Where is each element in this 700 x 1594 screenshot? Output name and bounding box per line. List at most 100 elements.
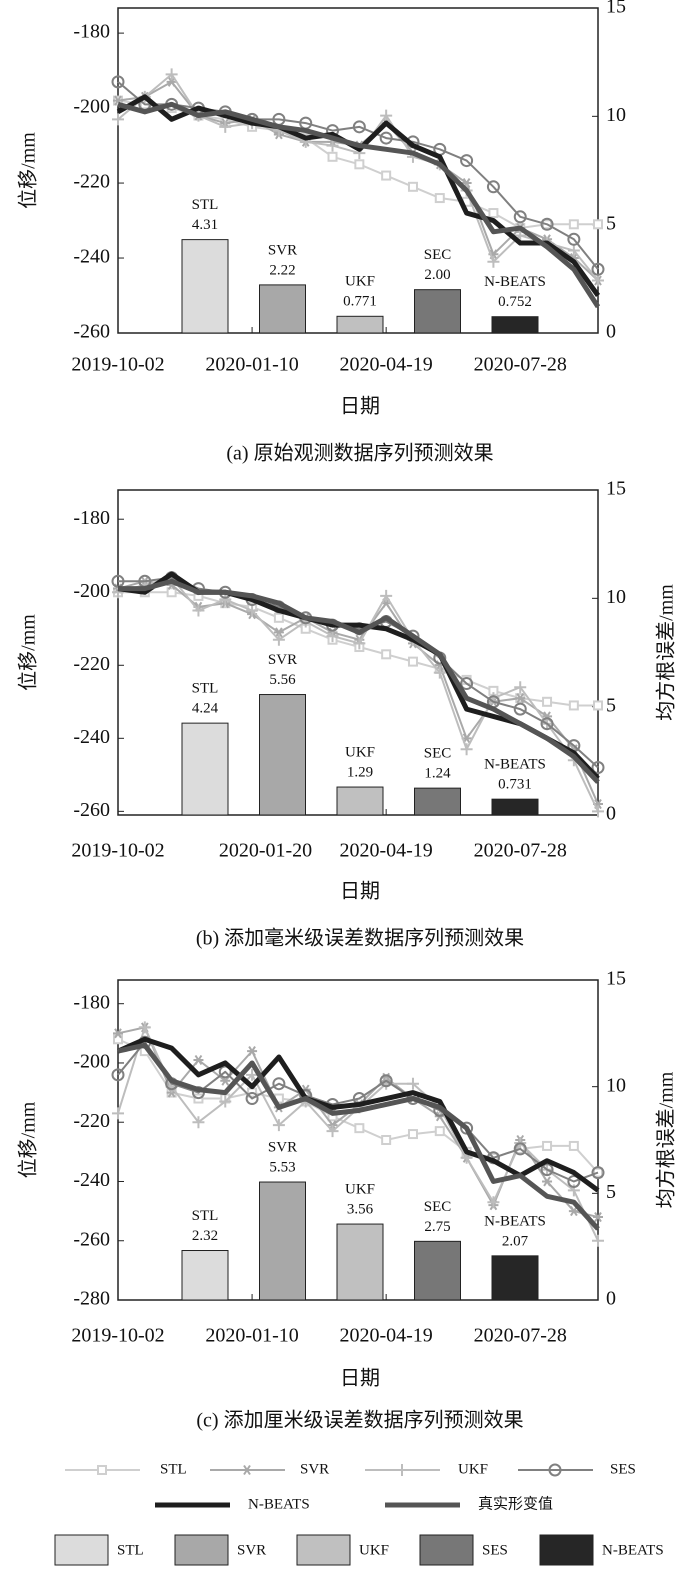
marker (460, 154, 474, 168)
bar-value-label: 0.752 (498, 294, 532, 310)
y2-tick-label: 5 (606, 212, 616, 234)
series-line (117, 101, 601, 309)
marker (381, 170, 392, 181)
x-tick-label: 2020-07-28 (474, 1325, 567, 1347)
bar-category-label: UKF (345, 1181, 375, 1197)
y2-tick-label: 10 (606, 586, 626, 608)
bar-value-label: 2.75 (424, 1219, 450, 1235)
bar-category-label: UKF (345, 274, 375, 290)
marker (354, 1123, 365, 1134)
bar (491, 1255, 539, 1301)
marker (513, 702, 527, 716)
marker (242, 1464, 252, 1476)
bar-category-label: N-BEATS (484, 1213, 546, 1229)
marker (407, 181, 418, 192)
marker (567, 232, 581, 246)
marker (111, 1068, 125, 1082)
marker (592, 274, 604, 287)
x-tick-label: 2020-04-19 (339, 1325, 432, 1347)
marker (272, 1119, 285, 1132)
bar-category-label: SEC (424, 1199, 452, 1215)
x-tick-label: 2019-10-02 (71, 354, 164, 376)
marker (352, 120, 366, 134)
bar (336, 1223, 384, 1301)
marker (354, 159, 365, 170)
bar-category-label: STL (192, 197, 219, 213)
marker (273, 612, 284, 623)
marker (460, 677, 474, 691)
marker (380, 109, 393, 122)
bar-value-label: 1.24 (424, 766, 451, 782)
y-tick-label: -180 (73, 21, 110, 43)
y-tick-label: -260 (73, 321, 110, 343)
caption: (a) 原始观测数据序列预测效果 (226, 442, 493, 465)
marker (273, 627, 284, 638)
y2-tick-label: 5 (606, 694, 616, 716)
bar-value-label: 2.07 (502, 1233, 529, 1249)
bar-value-label: 3.56 (347, 1201, 374, 1217)
marker (218, 1065, 232, 1079)
y-tick-label: -240 (73, 1169, 110, 1191)
y2-tick-label: 0 (606, 321, 616, 343)
marker (406, 1077, 419, 1090)
marker (272, 633, 285, 646)
marker (166, 587, 177, 598)
marker (515, 693, 526, 704)
marker (192, 604, 205, 617)
bar-category-label: SVR (268, 1139, 297, 1155)
y2-tick-label: 15 (606, 968, 626, 990)
marker (326, 1125, 339, 1138)
marker (192, 1116, 205, 1129)
legend-swatch (419, 1534, 474, 1566)
y-tick-label: -180 (73, 991, 110, 1013)
x-tick-label: 2020-01-20 (219, 840, 312, 862)
marker (381, 1135, 392, 1145)
marker (193, 1054, 204, 1066)
bar (414, 787, 461, 816)
marker (513, 210, 527, 224)
marker (513, 1142, 527, 1156)
y2-tick-label: 15 (606, 478, 626, 500)
caption: (b) 添加毫米级误差数据序列预测效果 (196, 927, 524, 950)
bar-value-label: 2.00 (424, 267, 450, 283)
marker (433, 666, 446, 679)
series-line (117, 1041, 599, 1183)
legend-label: SVR (237, 1542, 266, 1558)
marker (542, 1176, 553, 1187)
caption: (c) 添加厘米级误差数据序列预测效果 (196, 1409, 523, 1432)
marker (219, 1095, 232, 1108)
y-tick-label: -240 (73, 246, 110, 268)
marker (396, 1464, 408, 1476)
bar (259, 694, 306, 816)
y2-tick-label: 10 (606, 1074, 626, 1096)
marker (542, 696, 553, 707)
y2-axis-label: 均方根误差/mm (655, 584, 678, 721)
marker (326, 139, 339, 152)
bar-category-label: N-BEATS (484, 274, 546, 290)
y2-tick-label: 0 (606, 803, 616, 825)
y-tick-label: -220 (73, 1110, 110, 1132)
bar-value-label: 5.53 (269, 1159, 295, 1175)
marker (593, 1211, 603, 1223)
marker (272, 1077, 286, 1091)
legend-label: N-BEATS (248, 1496, 310, 1512)
bar (181, 239, 229, 334)
y-tick-label: -180 (73, 507, 110, 529)
bar-category-label: N-BEATS (484, 757, 546, 773)
x-axis-label: 日期 (340, 1368, 380, 1390)
marker (246, 1068, 259, 1081)
bar-category-label: STL (192, 681, 219, 697)
marker (246, 604, 259, 617)
y2-tick-label: 10 (606, 104, 626, 126)
legend-label: STL (160, 1461, 187, 1477)
bar-category-label: SVR (268, 242, 297, 258)
marker (434, 1126, 445, 1137)
marker (542, 1140, 553, 1151)
legend-label: UKF (359, 1542, 389, 1558)
marker (245, 1092, 259, 1106)
marker (379, 131, 393, 145)
marker (487, 255, 500, 268)
marker (326, 630, 339, 643)
marker (568, 1140, 579, 1151)
